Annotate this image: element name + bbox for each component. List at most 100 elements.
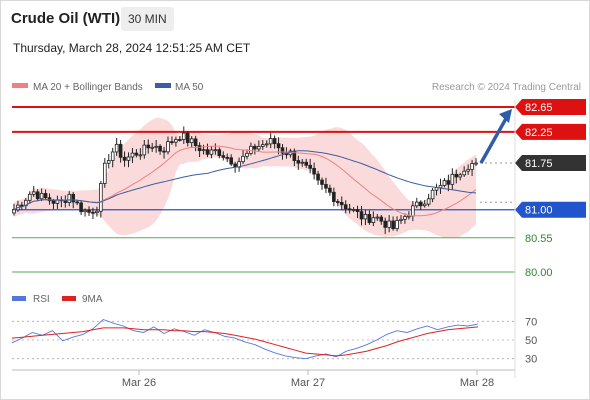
candle-body [51,200,56,204]
candle [264,140,269,148]
candle-body [31,191,36,195]
candle-body [371,217,376,223]
candle-body [95,210,99,214]
candle [336,199,340,207]
candle [110,147,115,168]
candle-body [434,187,439,191]
candle [324,177,328,194]
candle [43,189,48,201]
candle-body [336,201,340,203]
candle [253,143,257,155]
candle-body [229,157,233,165]
candle [154,140,158,153]
candle-body [134,152,139,156]
x-tick-label: Mar 26 [122,377,156,389]
candle [442,177,447,188]
candle-body [91,211,95,214]
timeframe-badge[interactable]: 30 MIN [121,7,174,31]
candle [375,213,380,221]
candle-body [178,139,182,141]
candle-body [418,201,423,207]
candle-body [474,162,478,165]
candle [229,154,233,167]
candle-body [154,145,158,148]
candle-body [158,145,162,152]
candle-body [339,202,344,206]
candle-body [304,161,309,166]
candle [379,214,384,225]
candle-body [308,164,312,169]
candle-body [446,180,451,185]
candle [91,207,95,220]
candle [300,158,305,167]
candle-body [343,204,348,210]
candle-body [47,197,52,202]
candle-body [197,145,202,152]
candle-body [272,138,277,145]
candle-body [63,200,68,203]
candle-body [379,216,384,222]
candle-body [87,209,91,213]
candle-body [328,187,332,193]
price-levels: 82.65 82.25 81.75 81.00 80.55 80.00 [12,99,586,279]
candle-body [407,215,411,218]
candle [304,158,309,168]
level-tag-82-65 [515,99,586,115]
candle [399,215,403,224]
price-legend: MA 20 + Bollinger Bands MA 50 Research ©… [12,82,581,93]
candle-body [225,156,230,159]
candle [422,199,427,208]
level-label-80-00: 80.00 [525,267,553,279]
candle-body [221,155,226,158]
ma20-legend-label: MA 20 + Bollinger Bands [33,82,143,93]
copyright-label: Research © 2024 Trading Central [432,82,581,93]
ma50-legend-swatch [155,83,171,88]
bollinger-bands [14,117,476,238]
candle-body [189,138,194,144]
candle [122,151,127,167]
candle [414,197,419,209]
candle [106,154,111,169]
candle-body [395,220,399,230]
candle [114,138,119,156]
candle-body [12,209,16,214]
candle [430,187,435,203]
candle [193,135,198,152]
candle [162,146,166,159]
candle [296,155,301,170]
candle-body [422,203,427,207]
candle-body [300,161,305,164]
candle-body [268,138,273,145]
candle [178,136,182,142]
candle-body [213,149,218,152]
candle-body [375,216,380,219]
x-axis: Mar 26 Mar 27 Mar 28 [122,370,494,389]
candle-body [99,183,103,212]
candle-body [276,143,281,149]
candle [450,168,455,190]
ma9-legend-label: 9MA [82,294,103,305]
candle [257,140,261,152]
candle-body [351,209,356,211]
candle [316,170,320,185]
level-label-82-65: 82.65 [525,102,553,114]
candle [268,133,273,149]
candle-body [355,209,360,213]
candle-body [245,152,249,157]
candle-body [122,156,127,161]
candle-body [181,132,186,140]
candle [355,205,360,219]
candle [185,131,190,147]
datetime-label: Thursday, March 28, 2024 12:51:25 AM CET [13,41,251,55]
candle [217,147,222,159]
candle [118,139,123,163]
candle [351,207,356,213]
candle-body [150,146,154,149]
candle [181,126,186,144]
candle [462,166,466,177]
candle [371,211,376,227]
level-tag-81-75 [515,155,586,172]
candle [454,169,459,184]
candle-body [249,145,253,154]
